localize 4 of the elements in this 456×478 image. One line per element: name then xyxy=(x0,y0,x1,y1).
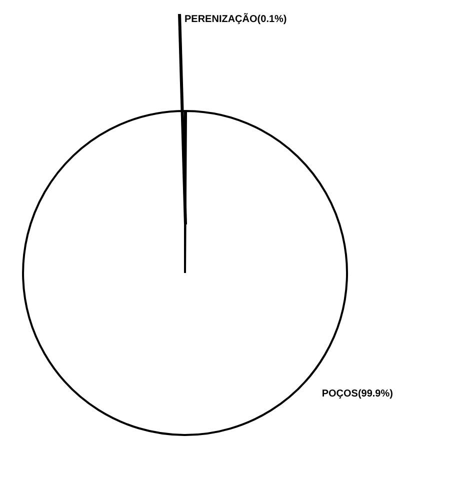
slice-label: PERENIZAÇÃO xyxy=(184,13,258,25)
slice-label: POÇOS xyxy=(322,388,358,400)
data-label: (0.1%) xyxy=(257,14,287,25)
data-label: (99.9%) xyxy=(358,388,393,400)
